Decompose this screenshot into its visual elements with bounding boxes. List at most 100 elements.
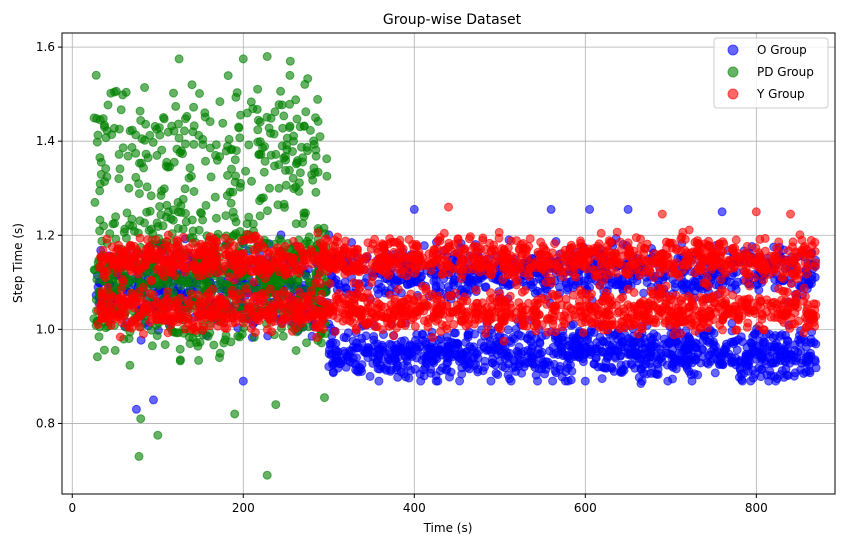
data-point <box>626 335 636 345</box>
data-point <box>288 326 297 336</box>
data-point <box>596 228 606 238</box>
data-point <box>744 258 754 268</box>
data-point <box>571 272 581 282</box>
data-point <box>322 171 332 181</box>
data-point <box>194 309 203 318</box>
data-point <box>194 130 204 140</box>
data-point <box>110 345 120 355</box>
data-point <box>716 258 726 268</box>
data-point <box>127 143 137 152</box>
data-point <box>356 364 366 374</box>
data-point <box>151 235 161 245</box>
data-point <box>211 140 221 150</box>
data-point <box>465 232 475 242</box>
data-point <box>542 327 552 337</box>
data-point <box>357 338 367 348</box>
data-point <box>274 100 284 110</box>
data-point <box>649 341 658 351</box>
data-point <box>737 376 747 386</box>
data-point <box>566 375 576 385</box>
data-point <box>659 339 669 349</box>
data-point <box>134 189 144 199</box>
data-point <box>228 187 238 197</box>
data-point <box>262 52 272 61</box>
data-point <box>320 393 329 403</box>
data-point <box>431 281 441 291</box>
data-point <box>189 102 199 112</box>
data-point <box>313 228 323 238</box>
data-point <box>270 161 279 171</box>
data-point <box>238 376 248 386</box>
data-point <box>498 362 507 371</box>
data-point <box>221 211 231 221</box>
data-point <box>580 376 590 386</box>
data-point <box>662 360 672 370</box>
data-point <box>309 139 319 149</box>
data-point <box>402 356 412 366</box>
data-point <box>351 323 361 333</box>
data-point <box>600 363 610 373</box>
data-point <box>686 339 696 348</box>
data-point <box>210 192 220 202</box>
data-point <box>189 187 199 196</box>
data-point <box>734 357 744 367</box>
data-point <box>460 292 469 302</box>
data-point <box>549 349 559 359</box>
data-point <box>285 56 295 66</box>
data-point <box>163 230 173 240</box>
data-point <box>568 290 578 300</box>
data-point <box>365 371 375 381</box>
data-point <box>553 334 563 344</box>
data-point <box>295 168 305 178</box>
data-point <box>123 151 133 161</box>
data-point <box>234 123 244 133</box>
data-point <box>149 395 158 405</box>
data-point <box>252 104 262 114</box>
data-point <box>799 283 809 293</box>
data-point <box>226 198 236 208</box>
data-point <box>247 176 256 186</box>
data-point <box>409 204 419 214</box>
data-point <box>140 218 149 228</box>
data-point <box>481 282 491 292</box>
data-point <box>370 340 380 350</box>
data-point <box>171 101 181 111</box>
data-point <box>201 156 210 166</box>
data-point <box>673 355 683 365</box>
data-point <box>236 178 246 188</box>
data-point <box>285 121 295 131</box>
data-point <box>201 278 211 288</box>
data-point <box>355 282 365 292</box>
data-point <box>298 157 308 167</box>
data-point <box>215 348 225 358</box>
data-point <box>341 236 351 246</box>
data-point <box>585 204 595 214</box>
data-point <box>615 237 625 247</box>
data-point <box>396 336 406 346</box>
data-point <box>498 275 508 284</box>
data-point <box>328 338 337 348</box>
data-point <box>755 234 765 244</box>
data-point <box>91 70 101 80</box>
data-point <box>573 352 583 362</box>
data-point <box>795 230 805 240</box>
data-point <box>546 204 556 214</box>
data-point <box>806 279 816 289</box>
data-point <box>645 351 655 361</box>
data-point <box>523 351 533 361</box>
data-point <box>266 113 276 123</box>
data-point <box>531 326 541 336</box>
data-point <box>174 133 184 143</box>
data-point <box>622 270 632 280</box>
data-point <box>160 340 170 350</box>
data-point <box>677 232 687 242</box>
data-point <box>140 83 150 92</box>
data-point <box>205 235 215 245</box>
data-point <box>157 145 167 155</box>
data-point <box>167 121 177 131</box>
data-point <box>142 182 152 192</box>
data-point <box>230 409 240 419</box>
data-point <box>598 347 608 357</box>
data-point <box>446 291 456 301</box>
data-point <box>200 112 210 122</box>
